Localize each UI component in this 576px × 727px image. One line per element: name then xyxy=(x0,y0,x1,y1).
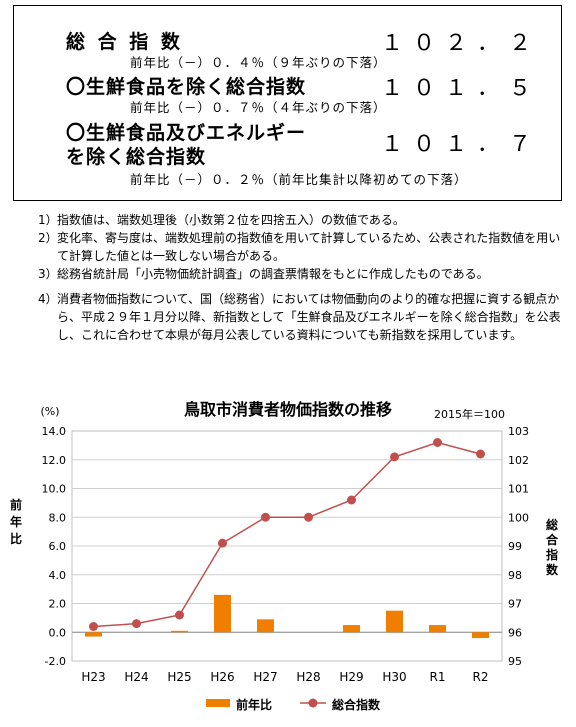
note-text: 変化率、寄与度は、端数処理前の指数値を用いて計算しているため、公表された指数値を… xyxy=(57,231,561,263)
index-line xyxy=(93,441,481,628)
chart-base-note: 2015年＝100 xyxy=(434,407,505,421)
point-H25 xyxy=(175,610,184,620)
category-label: R1 xyxy=(430,670,446,684)
category-label: H25 xyxy=(167,670,191,684)
category-label: H29 xyxy=(339,670,363,684)
bar-R1 xyxy=(429,625,446,633)
chart-title: 鳥取市消費者物価指数の推移 xyxy=(184,400,392,419)
point-H29 xyxy=(347,495,356,505)
right-tick-label: 96 xyxy=(508,626,522,639)
left-tick-label: -2.0 xyxy=(45,655,66,668)
summary-change-2: 前年比（－）０．７％（４年ぶりの下落） xyxy=(130,100,387,115)
summary-name-3b: を除く総合指数 xyxy=(66,146,207,168)
right-axis-label-char: 指 xyxy=(546,547,558,562)
legend-line-marker xyxy=(308,698,318,708)
plot-area xyxy=(71,430,503,662)
right-tick-label: 101 xyxy=(508,483,529,496)
left-axis-label-char: 前 xyxy=(10,497,22,512)
point-H26 xyxy=(218,538,227,548)
category-label: R2 xyxy=(473,670,489,684)
right-tick-label: 99 xyxy=(508,540,522,553)
left-axis-label-char: 比 xyxy=(10,531,22,546)
point-H30 xyxy=(390,452,399,462)
left-tick-label: 12.0 xyxy=(42,454,67,467)
category-label: H26 xyxy=(210,670,234,684)
left-tick-label: 14.0 xyxy=(42,425,67,438)
category-label: H27 xyxy=(253,670,277,684)
left-axis-label-char: 年 xyxy=(10,514,22,529)
right-axis-label-char: 合 xyxy=(546,532,559,547)
category-label: H24 xyxy=(124,670,148,684)
category-label: H28 xyxy=(296,670,320,684)
left-tick-label: 8.0 xyxy=(49,511,67,524)
point-R2 xyxy=(476,449,485,459)
bar-R2 xyxy=(472,632,489,638)
summary-name-3: 〇生鮮食品及びエネルギー xyxy=(66,122,307,144)
left-tick-label: 2.0 xyxy=(49,598,67,611)
note-number: 3） xyxy=(38,267,58,281)
summary-change-3: 前年比（－）０．２％（前年比集計以降初めての下落） xyxy=(130,172,468,187)
note-4: 4） 消費者物価指数について、国（総務省）においては物価動向のより的確な把握に資す… xyxy=(38,290,563,344)
bar-H23 xyxy=(85,632,102,637)
note-text: 消費者物価指数について、国（総務省）においては物価動向のより的確な把握に資する観… xyxy=(57,292,561,342)
category-label: H23 xyxy=(81,670,105,684)
left-axis-unit: (%) xyxy=(40,405,59,418)
summary-change-1: 前年比（－）０．４％（９年ぶりの下落） xyxy=(130,55,387,70)
point-H27 xyxy=(261,512,270,522)
note-number: 1） xyxy=(38,213,58,227)
bar-H30 xyxy=(386,610,403,633)
right-axis-label: 総合指数 xyxy=(546,517,559,577)
note-number: 2） xyxy=(38,231,58,245)
summary-name-1: 総 合 指 数 xyxy=(66,31,183,53)
right-axis-label-char: 数 xyxy=(546,562,559,577)
category-label: H30 xyxy=(382,670,406,684)
left-tick-label: 6.0 xyxy=(49,540,67,553)
bar-H29 xyxy=(343,625,360,633)
summary-box: 総 合 指 数 １０２．２ 前年比（－）０．４％（９年ぶりの下落） 〇生鮮食品を… xyxy=(13,5,562,201)
bar-H25 xyxy=(171,630,188,633)
legend: 前年比 総合指数 xyxy=(206,697,381,712)
left-axis-label: 前年比 xyxy=(10,497,22,546)
bar-H27 xyxy=(257,619,274,633)
note-text: 総務省統計局「小売物価統計調査」の調査票情報をもとに作成したものである。 xyxy=(57,267,489,281)
right-axis-label-char: 総 xyxy=(546,517,558,532)
legend-bar-label: 前年比 xyxy=(236,697,272,712)
point-H23 xyxy=(89,622,98,631)
right-tick-label: 100 xyxy=(508,511,529,524)
legend-line-label: 総合指数 xyxy=(332,697,381,712)
note-1: 1） 指数値は、端数処理後（小数第２位を四捨五入）の数値である。 xyxy=(38,211,563,229)
note-text: 指数値は、端数処理後（小数第２位を四捨五入）の数値である。 xyxy=(57,213,405,227)
summary-value-1: １０２．２ xyxy=(381,31,542,56)
right-tick-label: 95 xyxy=(508,655,522,668)
note-number: 4） xyxy=(38,292,58,306)
right-tick-label: 102 xyxy=(508,454,529,467)
legend-bar-swatch xyxy=(206,699,230,707)
note-2: 2） 変化率、寄与度は、端数処理前の指数値を用いて計算しているため、公表された指数… xyxy=(38,229,563,265)
summary-value-3: １０１．７ xyxy=(381,132,542,157)
note-3: 3） 総務省統計局「小売物価統計調査」の調査票情報をもとに作成したものである。 xyxy=(38,265,563,283)
left-tick-label: 0.0 xyxy=(49,626,67,639)
summary-value-2: １０１．５ xyxy=(381,76,542,101)
right-tick-label: 97 xyxy=(508,598,522,611)
notes: 1） 指数値は、端数処理後（小数第２位を四捨五入）の数値である。 2） 変化率、寄与… xyxy=(38,211,563,344)
point-R1 xyxy=(433,438,442,447)
left-tick-label: 4.0 xyxy=(49,569,67,582)
point-H24 xyxy=(132,619,141,629)
point-H28 xyxy=(304,512,313,522)
left-tick-label: 10.0 xyxy=(42,483,67,496)
cpi-chart: 鳥取市消費者物価指数の推移 2015年＝100 (%) 前年比 総合指数 -2.… xyxy=(10,400,559,712)
right-tick-label: 98 xyxy=(508,569,522,582)
bar-H26 xyxy=(214,594,231,633)
summary-name-2: 〇生鮮食品を除く総合指数 xyxy=(66,76,307,98)
right-tick-label: 103 xyxy=(508,425,529,438)
